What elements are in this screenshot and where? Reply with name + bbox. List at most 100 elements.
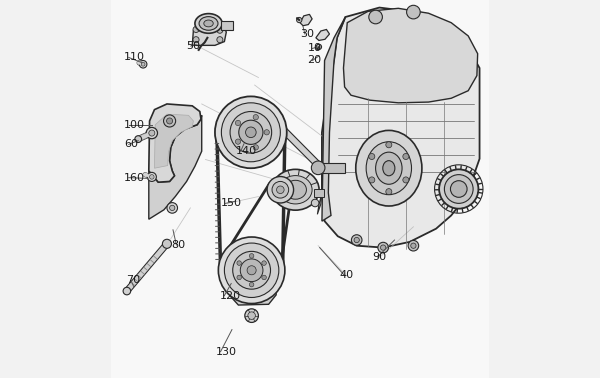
Circle shape <box>224 243 279 297</box>
Circle shape <box>237 275 241 280</box>
Text: 130: 130 <box>216 347 237 356</box>
Circle shape <box>262 275 266 280</box>
Circle shape <box>245 309 259 322</box>
Circle shape <box>277 186 284 194</box>
Text: 70: 70 <box>126 276 140 285</box>
Circle shape <box>311 199 319 207</box>
Circle shape <box>240 259 263 282</box>
Circle shape <box>193 37 199 43</box>
Text: 160: 160 <box>124 173 145 183</box>
Circle shape <box>139 60 147 68</box>
Text: 110: 110 <box>124 53 145 62</box>
Circle shape <box>445 175 473 203</box>
Circle shape <box>250 254 254 258</box>
Bar <box>317 163 346 173</box>
Ellipse shape <box>272 169 319 210</box>
Polygon shape <box>322 17 346 221</box>
Polygon shape <box>300 14 312 26</box>
Ellipse shape <box>376 152 402 184</box>
Ellipse shape <box>195 14 222 33</box>
Circle shape <box>250 282 254 287</box>
Circle shape <box>311 161 325 175</box>
Text: 80: 80 <box>172 240 185 250</box>
Circle shape <box>245 127 256 138</box>
Text: 60: 60 <box>124 139 138 149</box>
Circle shape <box>221 103 280 162</box>
Circle shape <box>217 37 223 43</box>
Polygon shape <box>316 29 329 40</box>
Circle shape <box>267 177 293 203</box>
Circle shape <box>248 312 256 319</box>
Text: 50: 50 <box>186 41 200 51</box>
Circle shape <box>167 118 173 124</box>
Circle shape <box>247 266 256 275</box>
Circle shape <box>193 26 199 33</box>
Circle shape <box>369 10 382 24</box>
Circle shape <box>164 115 176 127</box>
Text: 20: 20 <box>308 56 322 65</box>
Circle shape <box>264 130 269 135</box>
Polygon shape <box>317 193 322 214</box>
Ellipse shape <box>366 142 412 195</box>
Circle shape <box>272 181 289 198</box>
Circle shape <box>354 237 359 243</box>
Circle shape <box>230 112 272 153</box>
Circle shape <box>262 261 266 265</box>
Circle shape <box>146 127 157 139</box>
Circle shape <box>408 240 419 251</box>
Circle shape <box>403 153 409 160</box>
Circle shape <box>215 96 287 168</box>
Circle shape <box>235 139 241 144</box>
Circle shape <box>369 177 375 183</box>
Circle shape <box>407 5 420 19</box>
Circle shape <box>237 261 241 265</box>
Ellipse shape <box>279 175 312 204</box>
Circle shape <box>149 130 155 136</box>
Polygon shape <box>274 117 321 172</box>
Circle shape <box>167 203 178 213</box>
Circle shape <box>235 120 241 125</box>
Circle shape <box>253 145 259 150</box>
Circle shape <box>451 181 467 197</box>
Circle shape <box>380 245 386 250</box>
Text: 10: 10 <box>308 43 322 53</box>
Circle shape <box>218 237 285 304</box>
Circle shape <box>163 239 172 248</box>
Text: 120: 120 <box>220 291 241 301</box>
Circle shape <box>378 242 388 253</box>
Text: 150: 150 <box>221 198 242 208</box>
Polygon shape <box>149 115 202 219</box>
Polygon shape <box>192 23 226 45</box>
Circle shape <box>386 189 392 195</box>
Circle shape <box>170 205 175 211</box>
Circle shape <box>135 136 142 143</box>
Circle shape <box>149 175 154 179</box>
Circle shape <box>123 287 131 295</box>
Polygon shape <box>154 114 193 168</box>
Circle shape <box>239 120 263 144</box>
Circle shape <box>386 142 392 148</box>
Ellipse shape <box>356 130 422 206</box>
Text: 40: 40 <box>340 270 353 280</box>
Polygon shape <box>149 104 201 182</box>
Circle shape <box>439 169 478 209</box>
Circle shape <box>316 44 322 50</box>
Circle shape <box>141 62 145 66</box>
Ellipse shape <box>199 17 218 30</box>
Ellipse shape <box>383 161 395 176</box>
Circle shape <box>253 115 259 120</box>
Text: 90: 90 <box>373 252 387 262</box>
Circle shape <box>217 27 223 33</box>
Polygon shape <box>343 8 478 103</box>
Circle shape <box>233 251 271 289</box>
Circle shape <box>147 172 157 181</box>
Circle shape <box>411 243 416 248</box>
Text: 140: 140 <box>236 146 257 156</box>
Polygon shape <box>322 8 479 248</box>
Text: 30: 30 <box>300 29 314 39</box>
Text: 100: 100 <box>124 121 145 130</box>
Circle shape <box>296 17 302 23</box>
Ellipse shape <box>204 20 213 27</box>
Ellipse shape <box>284 180 307 199</box>
Polygon shape <box>229 249 276 305</box>
